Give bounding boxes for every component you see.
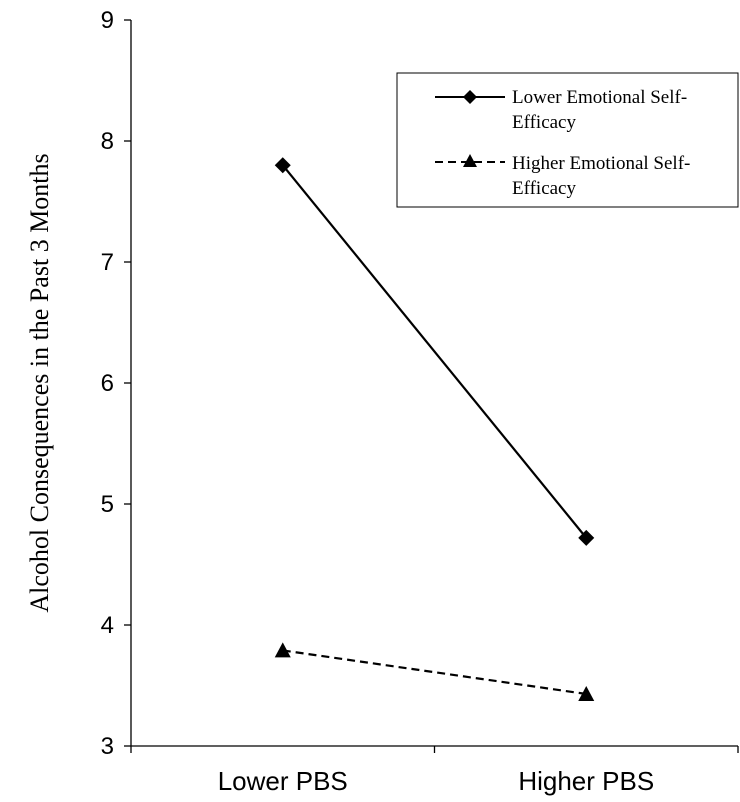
- y-tick-label: 9: [101, 7, 114, 34]
- diamond-marker-icon: [463, 90, 477, 104]
- legend-entry-1: Lower Emotional Self- Efficacy: [435, 87, 687, 133]
- series-1-point-diamond-marker: [274, 157, 291, 174]
- legend-label-line-1: Higher Emotional Self-: [512, 153, 690, 174]
- series-layer: [274, 157, 595, 701]
- y-tick-label: 4: [101, 612, 114, 639]
- x-category-label: Higher PBS: [518, 766, 654, 796]
- series-2-point-triangle-marker: [274, 642, 291, 658]
- series-1-point-diamond-marker: [578, 529, 595, 546]
- y-axis-ticks: 3 4 5 6 7 8 9: [101, 7, 131, 760]
- y-axis-label: Alcohol Consequences in the Past 3 Month…: [25, 153, 54, 612]
- y-tick-label: 8: [101, 128, 114, 155]
- series-line-1: [281, 164, 588, 539]
- y-tick-label: 5: [101, 491, 114, 518]
- series-2-point-triangle-marker: [578, 685, 595, 701]
- legend-label-line-2: Efficacy: [512, 112, 576, 133]
- series-line-2: [282, 649, 587, 696]
- triangle-marker-icon: [463, 154, 477, 167]
- x-axis-ticks: Lower PBS Higher PBS: [130, 746, 739, 796]
- y-tick-label: 3: [101, 733, 114, 760]
- legend: Lower Emotional Self- Efficacy Higher Em…: [396, 72, 739, 208]
- legend-box: [396, 72, 739, 208]
- legend-label-line-1: Lower Emotional Self-: [512, 87, 687, 108]
- x-category-label: Lower PBS: [218, 766, 348, 796]
- legend-label-line-2: Efficacy: [512, 178, 576, 199]
- y-tick-label: 7: [101, 249, 114, 276]
- legend-entry-2: Higher Emotional Self- Efficacy: [435, 153, 690, 199]
- y-tick-label: 6: [101, 370, 114, 397]
